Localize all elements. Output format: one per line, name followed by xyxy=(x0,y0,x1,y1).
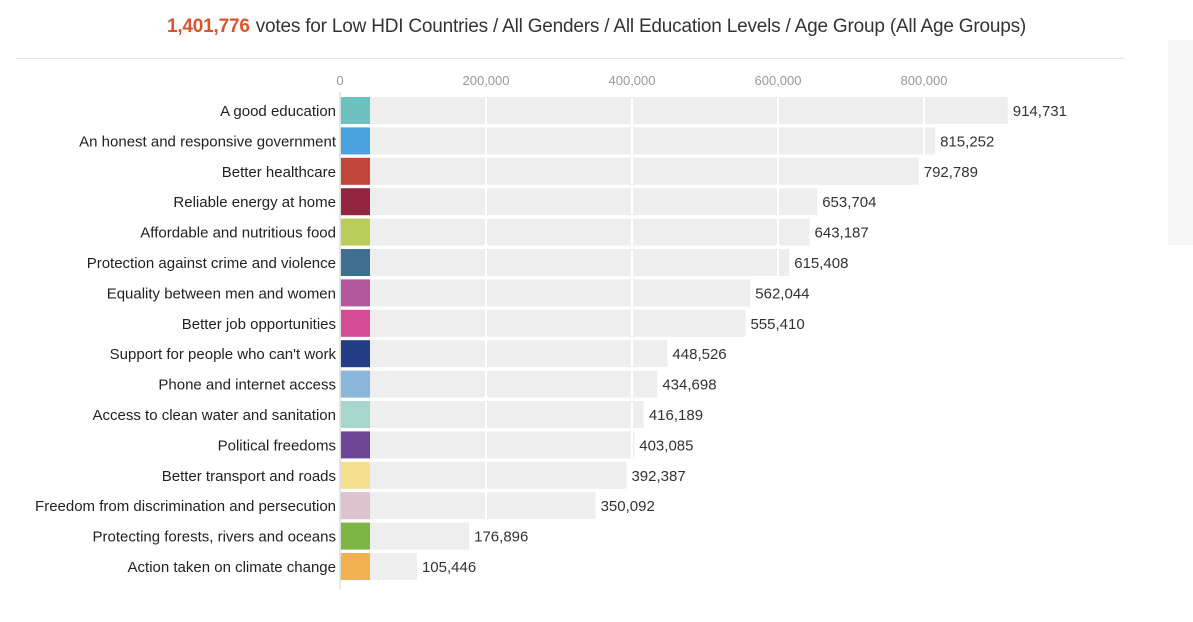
value-label-14: 176,896 xyxy=(474,529,528,546)
category-label-14: Protecting forests, rivers and oceans xyxy=(93,529,336,546)
category-label-10: Access to clean water and sanitation xyxy=(93,407,336,424)
category-label-1: An honest and responsive government xyxy=(79,133,337,150)
value-label-3: 653,704 xyxy=(822,194,876,211)
category-label-15: Action taken on climate change xyxy=(128,559,336,576)
swatch-7 xyxy=(341,309,370,337)
bar-1 xyxy=(340,127,936,155)
category-label-8: Support for people who can't work xyxy=(110,346,337,363)
swatch-6 xyxy=(341,279,370,307)
swatch-10 xyxy=(341,401,370,428)
title-divider xyxy=(16,58,1124,59)
swatch-4 xyxy=(341,218,370,246)
value-label-13: 350,092 xyxy=(601,498,655,515)
value-label-9: 434,698 xyxy=(662,377,716,394)
bar-3 xyxy=(340,188,818,216)
x-tick-label-4: 800,000 xyxy=(901,73,948,88)
value-label-6: 562,044 xyxy=(755,285,809,302)
category-label-7: Better job opportunities xyxy=(182,316,336,333)
title-subtitle: votes for Low HDI Countries / All Gender… xyxy=(255,16,1027,37)
swatch-11 xyxy=(341,431,370,459)
swatch-0 xyxy=(341,97,370,124)
category-label-9: Phone and internet access xyxy=(158,377,336,394)
category-label-4: Affordable and nutritious food xyxy=(140,225,336,242)
category-label-0: A good education xyxy=(220,103,336,120)
bar-5 xyxy=(340,249,790,276)
swatch-2 xyxy=(341,157,370,185)
bar-11 xyxy=(340,431,635,459)
swatch-15 xyxy=(341,553,370,580)
bar-8 xyxy=(340,340,668,368)
bar-7 xyxy=(340,309,746,337)
bar-4 xyxy=(340,218,810,246)
swatch-13 xyxy=(341,492,370,520)
category-label-3: Reliable energy at home xyxy=(173,194,336,211)
value-label-10: 416,189 xyxy=(649,407,703,424)
category-label-2: Better healthcare xyxy=(222,164,336,181)
swatch-5 xyxy=(341,249,370,276)
bar-10 xyxy=(340,401,644,428)
value-label-12: 392,387 xyxy=(631,468,685,485)
swatch-12 xyxy=(341,461,370,489)
value-label-5: 615,408 xyxy=(794,255,848,272)
swatch-8 xyxy=(341,340,370,368)
value-label-1: 815,252 xyxy=(940,133,994,150)
category-label-5: Protection against crime and violence xyxy=(87,255,336,272)
value-label-8: 448,526 xyxy=(672,346,726,363)
x-tick-label-3: 600,000 xyxy=(755,73,802,88)
side-panel-edge xyxy=(1168,40,1193,245)
value-label-15: 105,446 xyxy=(422,559,476,576)
swatch-1 xyxy=(341,127,370,155)
swatch-14 xyxy=(341,522,370,550)
value-label-7: 555,410 xyxy=(750,316,804,333)
bar-9 xyxy=(340,370,658,398)
category-label-6: Equality between men and women xyxy=(107,285,336,302)
value-label-2: 792,789 xyxy=(924,164,978,181)
bar-2 xyxy=(340,157,919,185)
bar-6 xyxy=(340,279,751,307)
x-tick-label-0: 0 xyxy=(336,73,343,88)
category-label-12: Better transport and roads xyxy=(162,468,336,485)
swatch-9 xyxy=(341,370,370,398)
value-label-4: 643,187 xyxy=(815,225,869,242)
bar-13 xyxy=(340,492,596,520)
x-tick-label-2: 400,000 xyxy=(609,73,656,88)
category-label-11: Political freedoms xyxy=(218,437,336,454)
swatch-3 xyxy=(341,188,370,216)
bar-12 xyxy=(340,461,627,489)
x-tick-label-1: 200,000 xyxy=(463,73,510,88)
total-votes: 1,401,776 xyxy=(166,16,250,37)
value-label-11: 403,085 xyxy=(639,437,693,454)
category-label-13: Freedom from discrimination and persecut… xyxy=(35,498,336,515)
value-label-0: 914,731 xyxy=(1013,103,1067,120)
chart-title: 1,401,776 votes for Low HDI Countries / A… xyxy=(0,16,1193,38)
bar-0 xyxy=(340,97,1008,124)
